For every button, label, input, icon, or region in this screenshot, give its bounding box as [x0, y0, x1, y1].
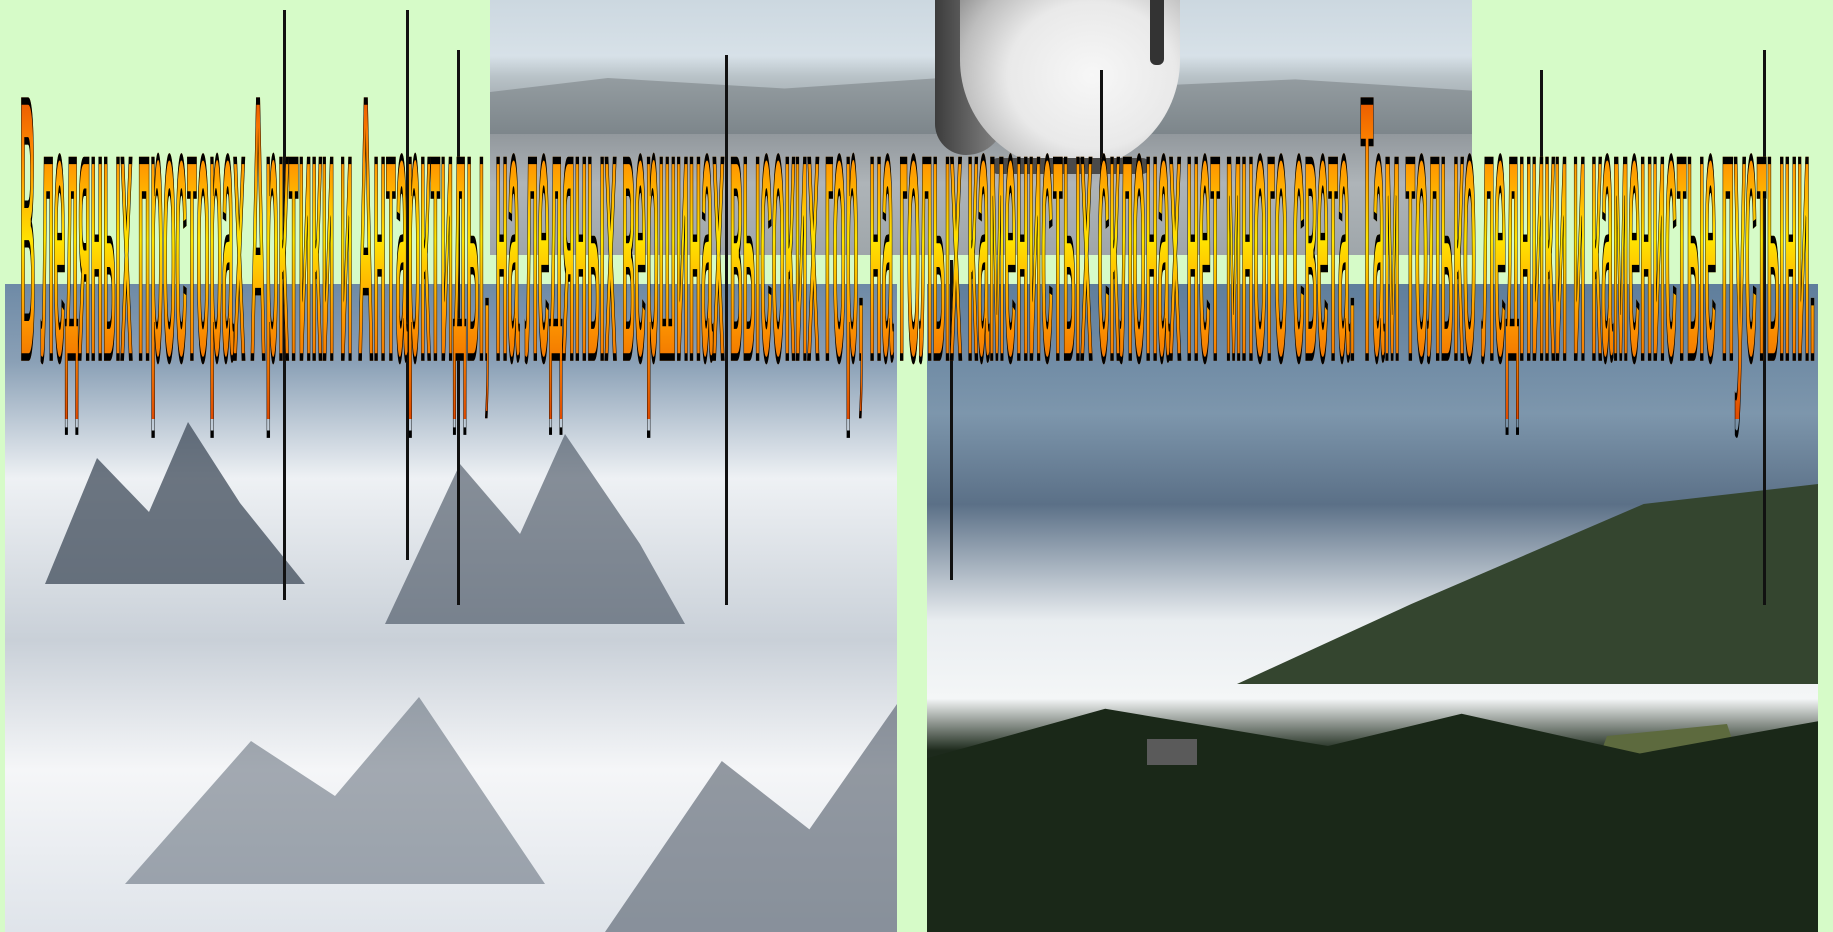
rock-face — [605, 704, 897, 932]
letter-stem — [950, 260, 953, 580]
penguin-photo — [490, 0, 1472, 255]
penguin-right-flipper — [1150, 0, 1164, 65]
letter-stem — [1763, 50, 1766, 605]
letter-stem — [283, 10, 286, 600]
forested-valley-photo — [927, 284, 1818, 932]
penguin-body — [960, 0, 1180, 170]
forest — [927, 708, 1818, 932]
slide-headline: В ледяных просторах Арктики и Антарктиды… — [20, 22, 1816, 438]
letter-stem — [406, 10, 409, 560]
letter-stem — [1540, 70, 1543, 270]
letter-stem — [1100, 70, 1103, 190]
snowy-mountains-photo — [5, 284, 897, 932]
rock-face — [385, 434, 685, 624]
letter-stem — [725, 55, 728, 605]
rock-face — [125, 697, 545, 884]
hut — [1147, 739, 1197, 765]
mountain-slope — [1237, 484, 1818, 684]
penguin-feet — [990, 158, 1150, 174]
letter-stem — [457, 50, 460, 605]
